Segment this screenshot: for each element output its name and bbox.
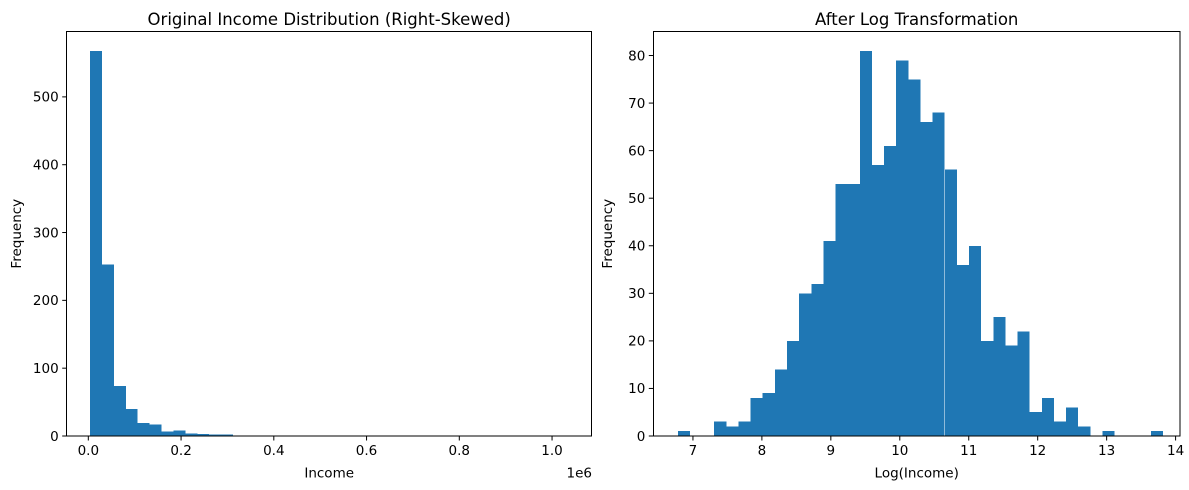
y-tick-label: 10 xyxy=(628,381,645,397)
x-tick-label: 0.0 xyxy=(78,443,99,459)
y-tick-label: 20 xyxy=(628,334,645,350)
x-tick-label: 0.8 xyxy=(449,443,470,459)
histogram-bar xyxy=(920,122,933,436)
histogram-bar xyxy=(799,293,812,436)
histogram-bar xyxy=(677,431,690,436)
left-chart: 0.0 0.2 0.4 0.6 0.8 1.0 0 100 200 300 400 500 Origi… xyxy=(9,10,593,482)
x-tick-label: 0.2 xyxy=(170,443,191,459)
histogram-bar xyxy=(221,434,234,436)
right-chart-ylabel: Frequency xyxy=(600,199,616,269)
left-chart-plot-area: 0.0 0.2 0.4 0.6 0.8 1.0 0 100 200 300 400 500 xyxy=(33,31,593,459)
left-chart-title: Original Income Distribution (Right-Skew… xyxy=(148,10,511,29)
histogram-bar xyxy=(762,393,775,436)
histogram-bar xyxy=(859,50,872,436)
y-tick-label: 40 xyxy=(628,239,645,255)
x-tick-label: 9 xyxy=(827,443,836,459)
y-tick-label: 60 xyxy=(628,143,645,159)
y-tick-label: 70 xyxy=(628,96,645,112)
histogram-bar xyxy=(944,169,957,436)
histogram-bar xyxy=(101,264,114,436)
histogram-bar xyxy=(1041,397,1054,436)
histogram-bar xyxy=(969,245,982,436)
histogram-bar xyxy=(774,369,787,436)
y-tick-label: 30 xyxy=(628,286,645,302)
y-tick-label: 80 xyxy=(628,48,645,64)
x-tick-label: 14 xyxy=(1167,443,1184,459)
histogram-bar xyxy=(884,145,897,436)
x-tick-label: 10 xyxy=(891,443,908,459)
histogram-bar xyxy=(1029,412,1042,436)
histogram-bar xyxy=(113,385,126,436)
histogram-bar xyxy=(981,340,994,436)
histogram-bar xyxy=(137,423,150,436)
histogram-bar xyxy=(823,241,836,436)
axes-frame xyxy=(66,31,593,437)
axes-frame xyxy=(652,31,1181,437)
histogram-bar xyxy=(993,317,1006,436)
histogram-bar xyxy=(847,183,860,436)
x-tick-label: 8 xyxy=(758,443,767,459)
histogram-bar xyxy=(1005,345,1018,436)
histogram-bar xyxy=(956,264,970,436)
histogram-bar xyxy=(1102,431,1115,436)
y-tick-label: 300 xyxy=(33,225,59,241)
histogram-bar xyxy=(161,431,174,436)
histogram-bar xyxy=(90,50,102,436)
histogram-bar xyxy=(811,283,824,436)
y-tick-label: 400 xyxy=(33,158,59,174)
y-tick-label: 0 xyxy=(637,429,646,445)
histogram-bar xyxy=(209,434,222,436)
histogram-bar xyxy=(1053,421,1067,436)
histogram-bar xyxy=(750,397,763,436)
histogram-bar xyxy=(1017,331,1030,436)
x-tick-label: 0.4 xyxy=(263,443,284,459)
x-tick-label: 13 xyxy=(1098,443,1115,459)
histogram-bar xyxy=(1078,426,1091,436)
y-tick-label: 200 xyxy=(33,293,59,309)
histogram-bar xyxy=(173,430,186,436)
histogram-bar xyxy=(714,421,727,436)
histogram-bar xyxy=(125,408,138,436)
histogram-bar xyxy=(185,433,198,436)
y-tick-label: 0 xyxy=(50,429,59,445)
histogram-bar xyxy=(835,183,848,436)
histogram-bar xyxy=(726,426,739,436)
histogram-bar xyxy=(932,112,945,436)
right-chart-title: After Log Transformation xyxy=(815,10,1018,29)
y-tick-label: 500 xyxy=(33,90,59,106)
x-tick-label: 11 xyxy=(960,443,977,459)
right-chart: 7 8 9 10 11 12 13 14 0 10 20 30 40 50 60 70 80 After Log… xyxy=(600,10,1184,482)
histogram-bar xyxy=(1151,431,1164,436)
right-chart-xlabel: Log(Income) xyxy=(875,466,959,482)
histogram-bar xyxy=(786,340,800,436)
x-tick-label: 12 xyxy=(1029,443,1046,459)
right-chart-plot-area: 7 8 9 10 11 12 13 14 0 10 20 30 40 50 60 70 80 xyxy=(628,31,1184,459)
left-chart-xlabel: Income xyxy=(304,466,354,482)
histogram-bar xyxy=(197,433,210,436)
histogram-bar xyxy=(149,424,162,436)
histogram-bar xyxy=(896,60,909,437)
y-tick-label: 100 xyxy=(33,361,59,377)
left-chart-offset-label: 1e6 xyxy=(567,466,592,482)
histogram-bar xyxy=(1066,407,1079,436)
x-tick-label: 0.6 xyxy=(356,443,377,459)
left-chart-ylabel: Frequency xyxy=(9,199,25,269)
x-tick-label: 7 xyxy=(689,443,698,459)
histogram-bar xyxy=(738,421,751,436)
histogram-bar xyxy=(908,79,921,437)
histogram-bar xyxy=(871,164,885,436)
y-tick-label: 50 xyxy=(628,191,645,207)
x-tick-label: 1.0 xyxy=(541,443,562,459)
